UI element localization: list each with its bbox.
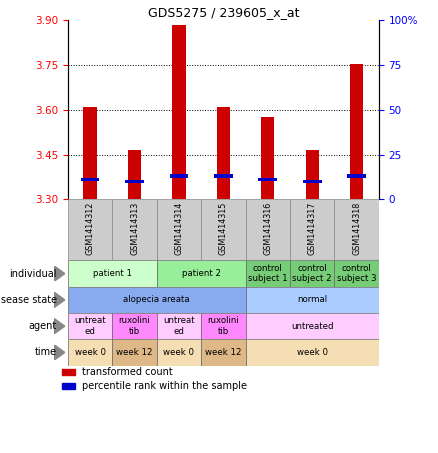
Bar bbox=[170, 174, 188, 178]
Bar bbox=[112, 199, 157, 260]
Bar bbox=[157, 339, 201, 366]
Text: ruxolini
tib: ruxolini tib bbox=[119, 317, 150, 336]
Bar bbox=[258, 178, 277, 181]
Text: GSM1414315: GSM1414315 bbox=[219, 202, 228, 255]
Bar bbox=[214, 174, 233, 178]
Text: control
subject 3: control subject 3 bbox=[337, 264, 377, 283]
Text: week 12: week 12 bbox=[205, 348, 242, 357]
Text: week 0: week 0 bbox=[163, 348, 194, 357]
Text: agent: agent bbox=[29, 321, 57, 331]
Bar bbox=[306, 150, 319, 199]
Bar bbox=[157, 199, 201, 260]
Text: individual: individual bbox=[10, 269, 57, 279]
Bar bbox=[62, 369, 75, 375]
Text: normal: normal bbox=[297, 295, 327, 304]
Bar bbox=[68, 199, 112, 260]
Text: patient 1: patient 1 bbox=[93, 269, 132, 278]
Bar bbox=[157, 260, 246, 287]
Text: ruxolini
tib: ruxolini tib bbox=[208, 317, 239, 336]
Bar bbox=[62, 383, 75, 389]
Bar bbox=[112, 339, 157, 366]
Text: percentile rank within the sample: percentile rank within the sample bbox=[81, 381, 247, 391]
Text: control
subject 2: control subject 2 bbox=[293, 264, 332, 283]
Bar bbox=[290, 260, 335, 287]
Bar bbox=[201, 313, 246, 339]
Bar bbox=[201, 339, 246, 366]
Text: patient 2: patient 2 bbox=[182, 269, 221, 278]
Bar bbox=[246, 199, 290, 260]
Bar bbox=[246, 339, 379, 366]
Text: transformed count: transformed count bbox=[81, 367, 172, 377]
Bar bbox=[347, 174, 366, 178]
Text: untreat
ed: untreat ed bbox=[74, 317, 106, 336]
Text: control
subject 1: control subject 1 bbox=[248, 264, 288, 283]
Polygon shape bbox=[54, 292, 65, 308]
Text: GSM1414313: GSM1414313 bbox=[130, 202, 139, 255]
Bar bbox=[246, 260, 290, 287]
Text: untreat
ed: untreat ed bbox=[163, 317, 195, 336]
Title: GDS5275 / 239605_x_at: GDS5275 / 239605_x_at bbox=[148, 6, 299, 19]
Bar bbox=[335, 199, 379, 260]
Bar bbox=[125, 180, 144, 183]
Polygon shape bbox=[54, 318, 65, 334]
Text: GSM1414317: GSM1414317 bbox=[308, 202, 317, 255]
Text: week 12: week 12 bbox=[116, 348, 153, 357]
Bar bbox=[303, 180, 321, 183]
Bar bbox=[246, 313, 379, 339]
Bar bbox=[246, 287, 379, 313]
Bar bbox=[201, 199, 246, 260]
Text: GSM1414314: GSM1414314 bbox=[174, 202, 184, 255]
Bar bbox=[112, 313, 157, 339]
Bar bbox=[157, 313, 201, 339]
Text: GSM1414312: GSM1414312 bbox=[85, 202, 95, 255]
Bar bbox=[68, 287, 246, 313]
Text: week 0: week 0 bbox=[74, 348, 106, 357]
Text: disease state: disease state bbox=[0, 295, 57, 305]
Bar bbox=[68, 339, 112, 366]
Bar bbox=[261, 117, 275, 199]
Bar bbox=[335, 260, 379, 287]
Bar bbox=[172, 25, 186, 199]
Bar bbox=[81, 178, 99, 181]
Bar bbox=[68, 260, 157, 287]
Bar bbox=[350, 63, 363, 199]
Bar bbox=[217, 107, 230, 199]
Text: GSM1414318: GSM1414318 bbox=[352, 202, 361, 255]
Bar bbox=[290, 199, 335, 260]
Text: time: time bbox=[35, 347, 57, 357]
Text: untreated: untreated bbox=[291, 322, 333, 331]
Polygon shape bbox=[54, 266, 65, 281]
Bar bbox=[68, 313, 112, 339]
Text: GSM1414316: GSM1414316 bbox=[263, 202, 272, 255]
Text: week 0: week 0 bbox=[297, 348, 328, 357]
Bar bbox=[83, 107, 97, 199]
Bar bbox=[128, 150, 141, 199]
Polygon shape bbox=[54, 345, 65, 360]
Text: alopecia areata: alopecia areata bbox=[124, 295, 190, 304]
